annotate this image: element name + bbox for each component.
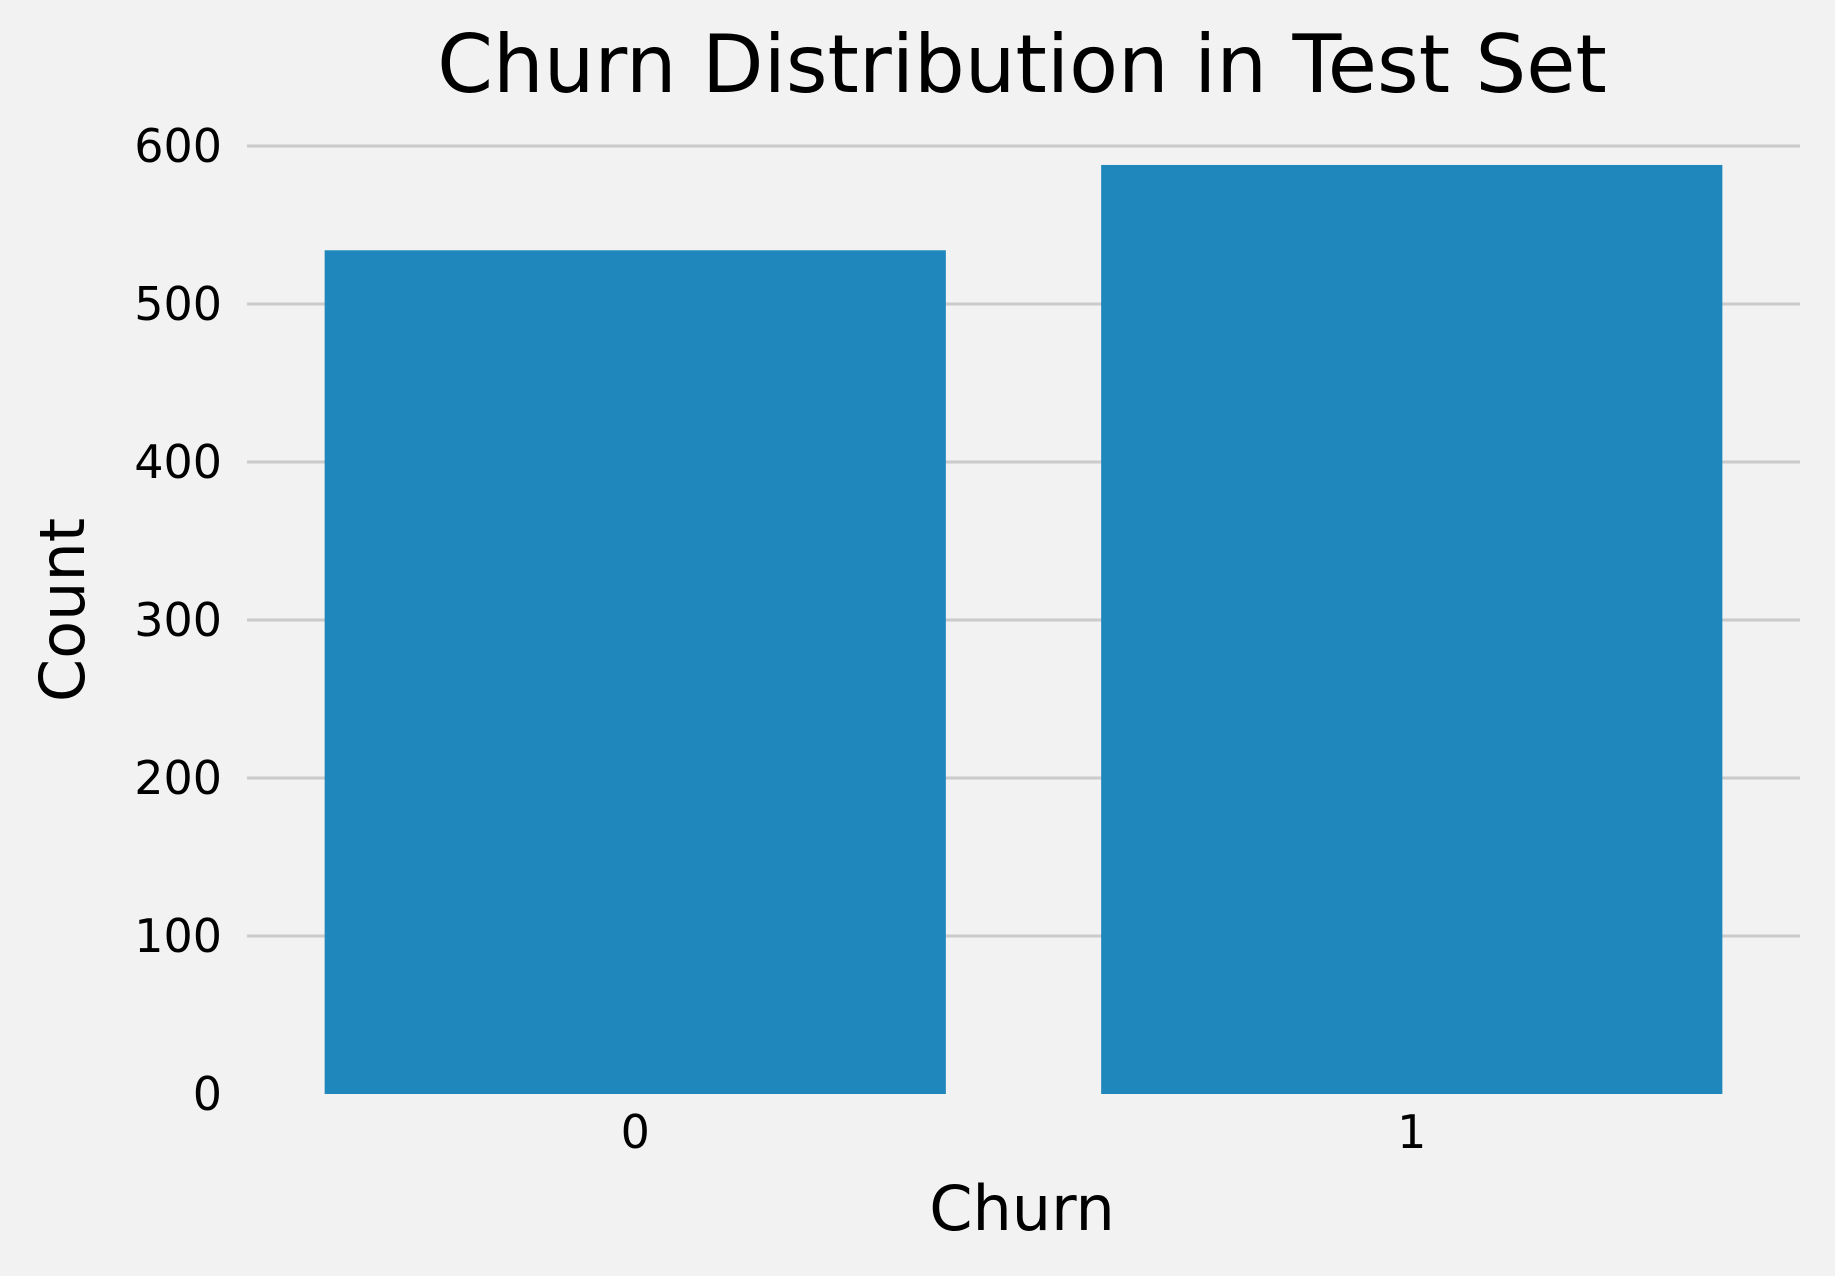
bar-churn-1 [1101,164,1723,1094]
y-tick-labels: 0 100 200 300 400 500 600 [134,119,222,1121]
y-axis-label: Count [26,518,99,702]
y-tick-label: 100 [134,909,222,963]
bar-churn-0 [324,250,946,1094]
y-tick-label: 0 [193,1067,222,1121]
y-tick-label: 200 [134,751,222,805]
y-tick-label: 500 [134,277,222,331]
x-tick-label: 1 [1397,1105,1426,1159]
bars [324,164,1723,1094]
x-tick-label: 0 [621,1105,650,1159]
x-axis-label: Churn [929,1172,1115,1245]
y-tick-label: 400 [134,435,222,489]
chart-title: Churn Distribution in Test Set [437,18,1607,111]
y-tick-label: 300 [134,593,222,647]
y-tick-label: 600 [134,119,222,173]
